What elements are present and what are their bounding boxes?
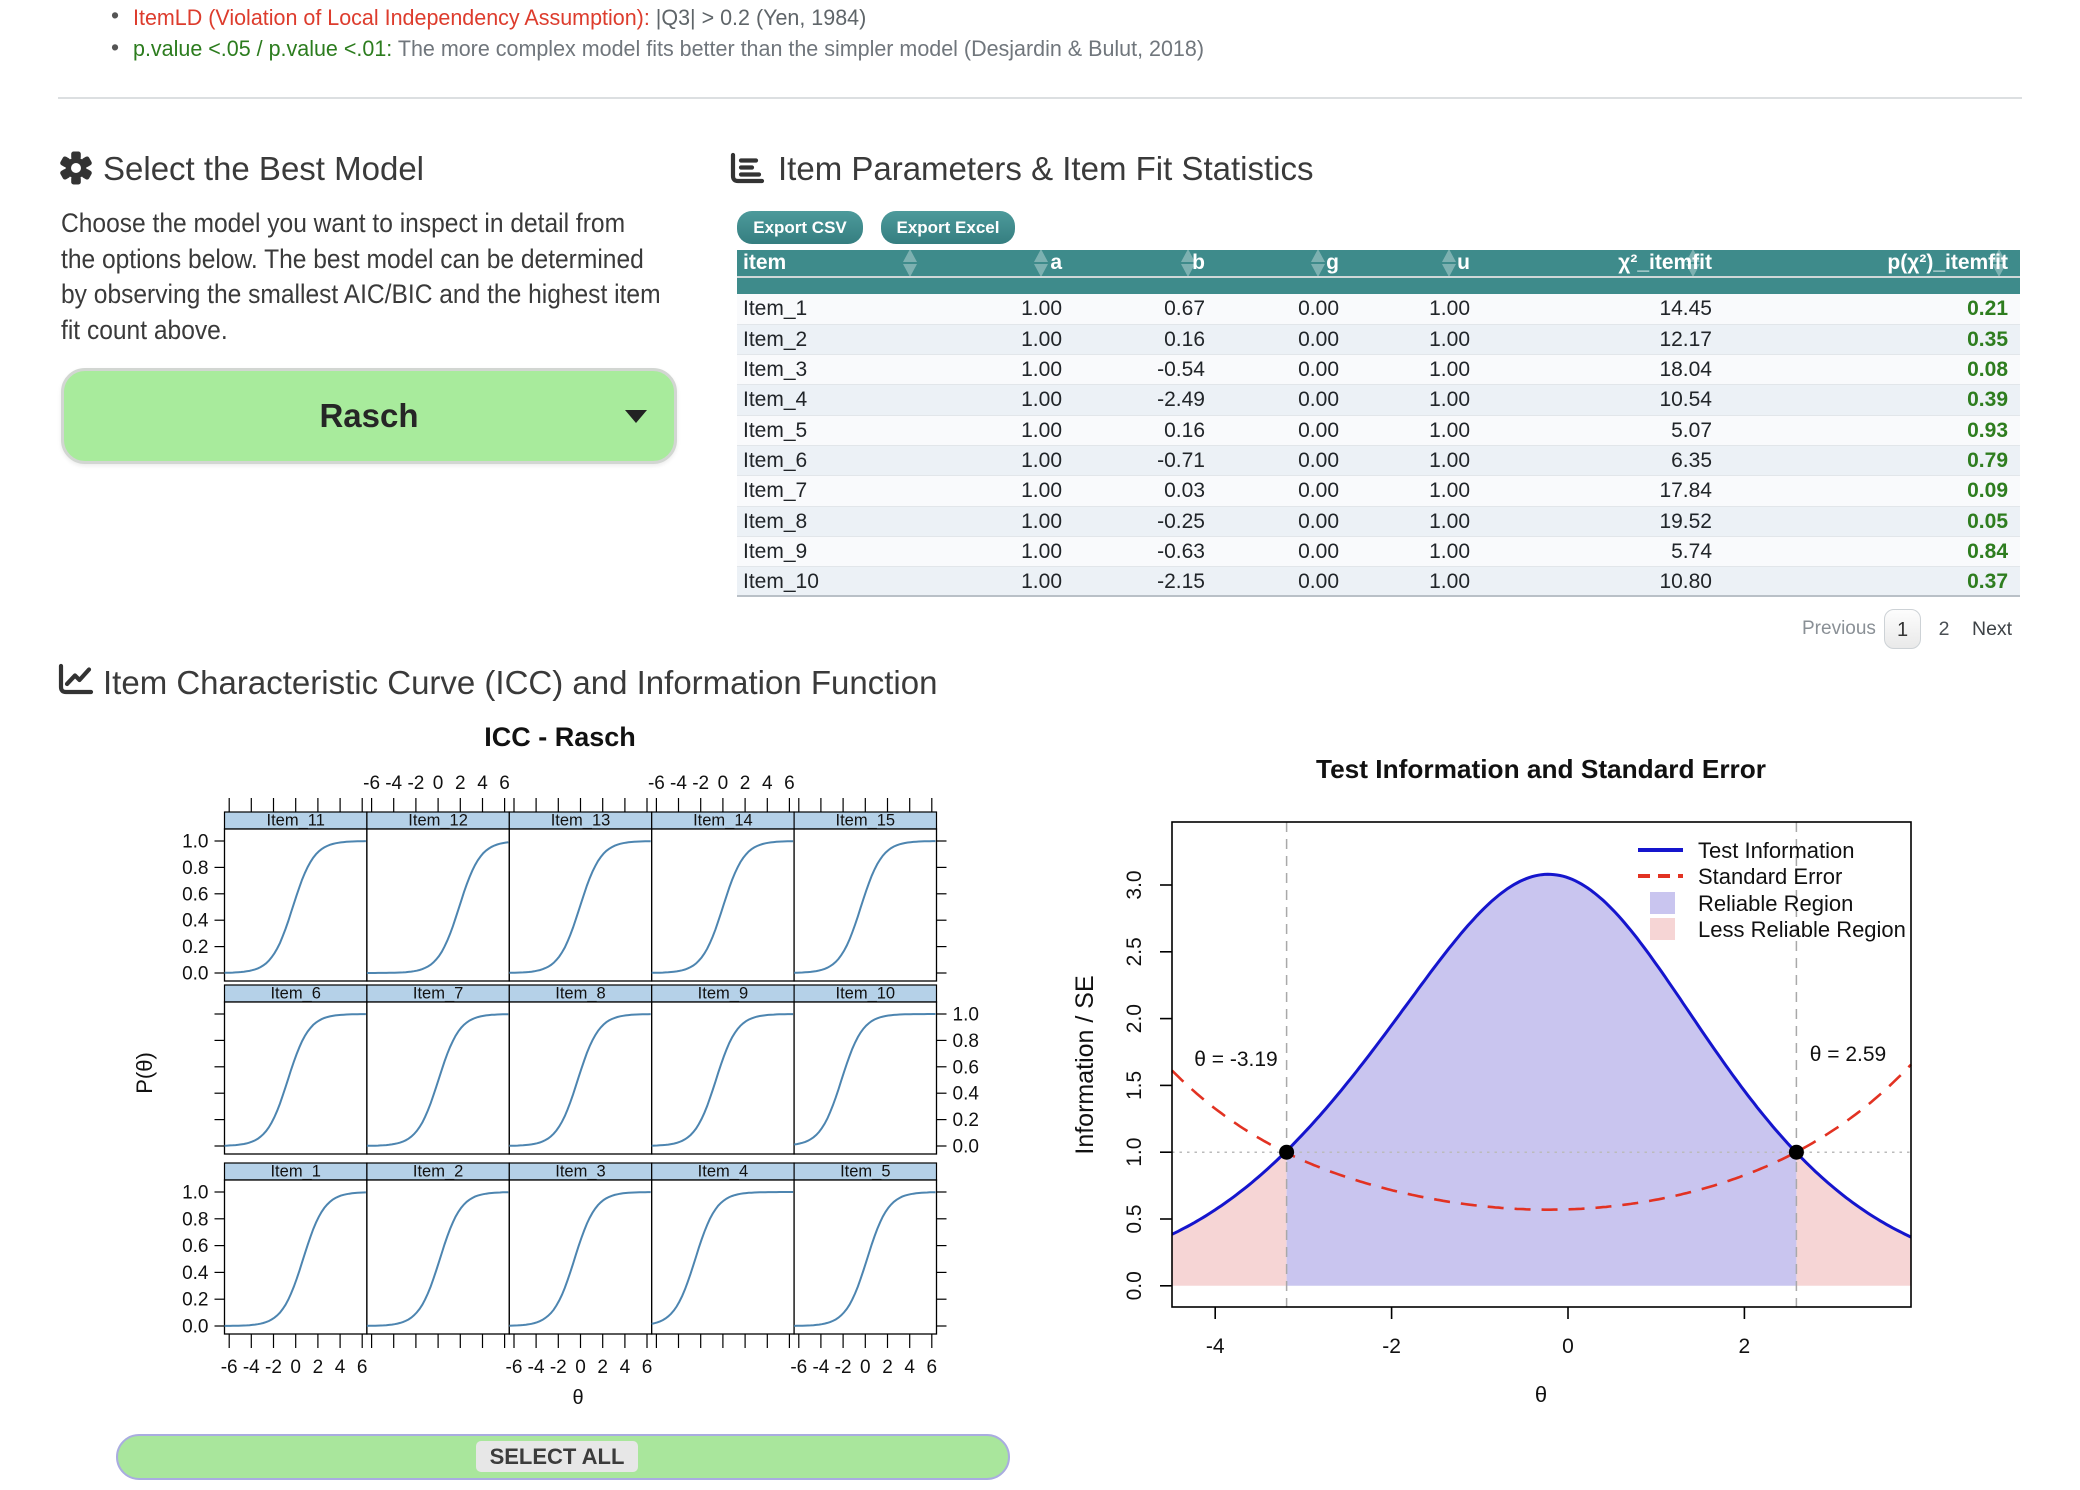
svg-text:Information / SE: Information / SE (1071, 975, 1099, 1154)
svg-text:0.8: 0.8 (182, 858, 208, 879)
svg-text:-2: -2 (835, 1357, 852, 1378)
svg-text:-6: -6 (648, 773, 665, 794)
svg-text:θ = 2.59: θ = 2.59 (1810, 1043, 1886, 1066)
svg-text:1.0: 1.0 (182, 832, 208, 853)
svg-text:6: 6 (499, 773, 510, 794)
svg-text:4: 4 (620, 1357, 631, 1378)
svg-text:Item_11: Item_11 (266, 812, 324, 830)
svg-text:0.4: 0.4 (953, 1084, 980, 1105)
svg-text:2.0: 2.0 (1123, 1004, 1146, 1033)
svg-text:θ: θ (1535, 1382, 1547, 1407)
svg-text:2: 2 (1739, 1335, 1751, 1358)
svg-text:1.0: 1.0 (182, 1183, 208, 1204)
svg-text:2.5: 2.5 (1123, 937, 1146, 966)
svg-text:6: 6 (357, 1357, 368, 1378)
svg-text:Item_8: Item_8 (555, 985, 605, 1003)
svg-text:1.0: 1.0 (953, 1005, 979, 1026)
svg-text:-6: -6 (790, 1357, 807, 1378)
svg-text:6: 6 (927, 1357, 938, 1378)
svg-text:0: 0 (718, 773, 729, 794)
svg-text:0: 0 (860, 1357, 871, 1378)
svg-text:Item_1: Item_1 (270, 1163, 320, 1181)
svg-text:Test Information: Test Information (1698, 838, 1855, 863)
svg-text:0: 0 (1562, 1335, 1574, 1358)
svg-text:0: 0 (433, 773, 444, 794)
svg-text:-4: -4 (528, 1357, 545, 1378)
svg-text:0.6: 0.6 (953, 1057, 979, 1078)
svg-text:-4: -4 (1206, 1335, 1225, 1358)
svg-text:0.5: 0.5 (1123, 1204, 1146, 1233)
svg-text:2: 2 (740, 773, 751, 794)
svg-text:0.6: 0.6 (182, 884, 208, 905)
svg-text:Item_7: Item_7 (413, 985, 463, 1003)
svg-text:Item_3: Item_3 (555, 1163, 605, 1181)
svg-text:Item_2: Item_2 (413, 1163, 463, 1181)
svg-text:-4: -4 (243, 1357, 260, 1378)
svg-text:0.2: 0.2 (182, 937, 208, 958)
svg-text:-2: -2 (407, 773, 424, 794)
svg-text:Item_9: Item_9 (698, 985, 748, 1003)
svg-text:Item_13: Item_13 (551, 812, 611, 830)
svg-text:-6: -6 (363, 773, 380, 794)
svg-text:4: 4 (904, 1357, 915, 1378)
svg-text:Item_15: Item_15 (835, 812, 895, 830)
svg-text:-4: -4 (670, 773, 687, 794)
svg-text:Item_10: Item_10 (835, 985, 895, 1003)
svg-text:Item_14: Item_14 (693, 812, 753, 830)
svg-text:Item_6: Item_6 (270, 985, 320, 1003)
svg-text:1.0: 1.0 (1123, 1138, 1146, 1167)
svg-text:-2: -2 (692, 773, 709, 794)
svg-text:3.0: 3.0 (1123, 870, 1146, 899)
svg-text:0: 0 (290, 1357, 301, 1378)
svg-text:-6: -6 (221, 1357, 238, 1378)
svg-text:-4: -4 (812, 1357, 829, 1378)
svg-text:2: 2 (597, 1357, 608, 1378)
svg-text:Item_5: Item_5 (840, 1163, 890, 1181)
svg-text:Item_4: Item_4 (698, 1163, 748, 1181)
svg-text:4: 4 (477, 773, 488, 794)
svg-text:P(θ): P(θ) (132, 1052, 157, 1094)
svg-text:0: 0 (575, 1357, 586, 1378)
svg-text:0.4: 0.4 (182, 1263, 209, 1284)
svg-text:-6: -6 (506, 1357, 523, 1378)
svg-text:6: 6 (642, 1357, 653, 1378)
svg-text:θ = -3.19: θ = -3.19 (1194, 1048, 1277, 1071)
svg-text:-4: -4 (385, 773, 402, 794)
svg-text:4: 4 (335, 1357, 346, 1378)
svg-text:Standard Error: Standard Error (1698, 864, 1842, 889)
svg-text:Item_12: Item_12 (408, 812, 468, 830)
svg-text:-2: -2 (265, 1357, 282, 1378)
svg-text:0.8: 0.8 (953, 1031, 979, 1052)
svg-text:0.6: 0.6 (182, 1236, 208, 1257)
svg-text:Reliable Region: Reliable Region (1698, 891, 1853, 916)
svg-text:0.0: 0.0 (182, 1317, 208, 1338)
svg-text:-2: -2 (1382, 1335, 1401, 1358)
svg-text:Test Information and Standard: Test Information and Standard Error (1316, 754, 1766, 784)
svg-text:2: 2 (882, 1357, 893, 1378)
svg-text:0.4: 0.4 (182, 911, 209, 932)
svg-text:0.2: 0.2 (182, 1290, 208, 1311)
svg-text:0.0: 0.0 (953, 1137, 979, 1158)
svg-text:Less Reliable Region: Less Reliable Region (1698, 917, 1906, 942)
svg-text:2: 2 (455, 773, 466, 794)
svg-text:6: 6 (784, 773, 795, 794)
svg-text:θ: θ (572, 1387, 583, 1409)
svg-text:0.0: 0.0 (1123, 1271, 1146, 1300)
svg-text:2: 2 (313, 1357, 324, 1378)
svg-text:0.0: 0.0 (182, 964, 208, 985)
svg-text:0.2: 0.2 (953, 1110, 979, 1131)
svg-text:-2: -2 (550, 1357, 567, 1378)
svg-text:1.5: 1.5 (1123, 1071, 1146, 1100)
svg-text:4: 4 (762, 773, 773, 794)
svg-text:0.8: 0.8 (182, 1209, 208, 1230)
